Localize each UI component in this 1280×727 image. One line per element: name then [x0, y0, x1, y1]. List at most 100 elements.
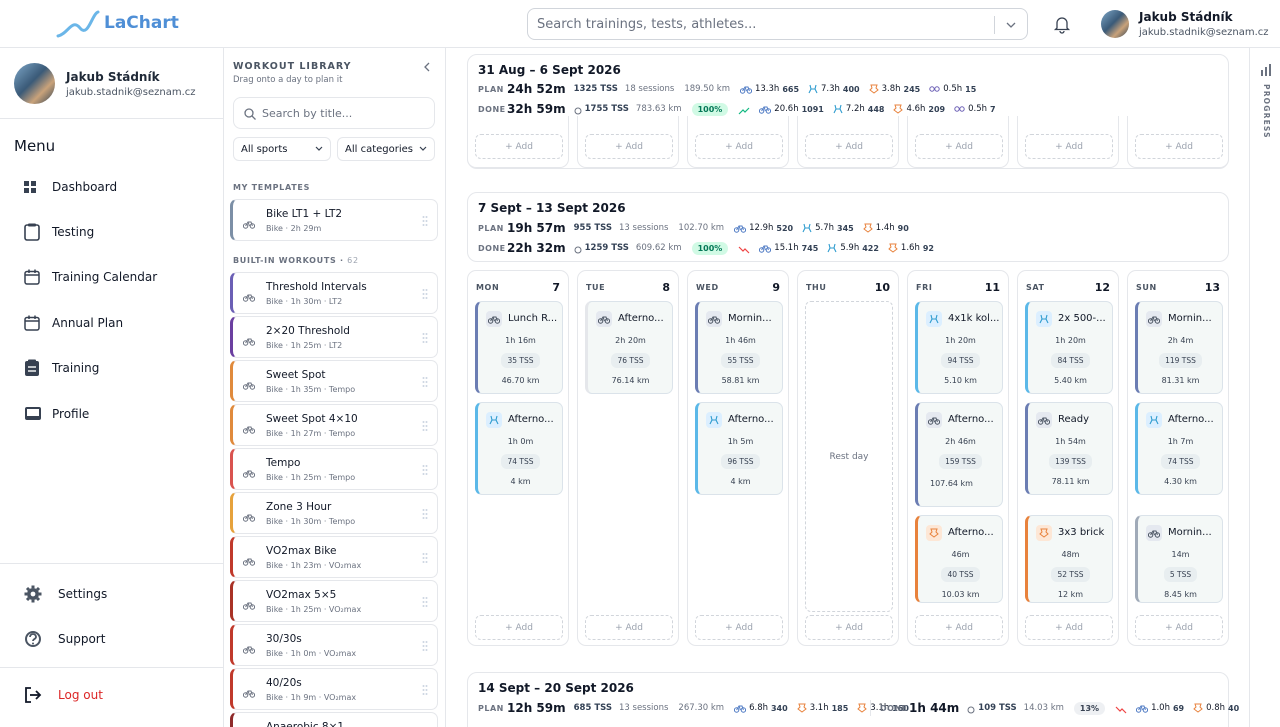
add-session-button[interactable]: + Add [1135, 134, 1223, 159]
session-card[interactable]: Mornin... 1h 46m 55 TSS 58.81 km [695, 301, 783, 394]
settings-button[interactable]: Settings [20, 577, 220, 611]
session-card[interactable]: Ready 1h 54m 139 TSS 78.11 km [1025, 402, 1113, 495]
user-avatar[interactable] [1101, 10, 1129, 38]
workout-card[interactable]: Anaerobic 8×1 [230, 712, 438, 727]
logout-button[interactable]: Log out [20, 678, 220, 712]
add-session-button[interactable]: + Add [1135, 615, 1223, 640]
user-name[interactable]: Jakub Stádník [1139, 10, 1233, 24]
session-card[interactable]: Lunch R... 1h 16m 35 TSS 46.70 km [475, 301, 563, 394]
session-card[interactable]: 2x 500-... 1h 20m 84 TSS 5.40 km [1025, 301, 1113, 394]
drag-handle-icon[interactable] [422, 288, 428, 300]
sport-summary-run: 7.3h 400 [808, 84, 860, 94]
session-tss: 74 TSS [501, 454, 540, 469]
session-card[interactable]: Afterno... 2h 46m 159 TSS 107.64 km [915, 402, 1003, 507]
session-distance: 12 km [1057, 590, 1084, 599]
add-session-button[interactable]: + Add [475, 134, 563, 159]
support-button[interactable]: Support [20, 622, 220, 656]
global-search-input[interactable]: Search trainings, tests, athletes... [527, 8, 1028, 40]
session-card[interactable]: Afterno... 1h 0m 74 TSS 4 km [475, 402, 563, 495]
workout-card[interactable]: Sweet Spot Bike · 1h 35m · Tempo [230, 360, 438, 402]
chevron-down-icon[interactable] [1005, 19, 1017, 31]
add-session-button[interactable]: + Add [695, 134, 783, 159]
add-session-button[interactable]: + Add [915, 615, 1003, 640]
calendar-icon [14, 315, 52, 331]
add-session-button[interactable]: + Add [1025, 615, 1113, 640]
bike-icon [242, 639, 257, 654]
workout-card[interactable]: Threshold Intervals Bike · 1h 30m · LT2 [230, 272, 438, 314]
drag-handle-icon[interactable] [422, 420, 428, 432]
sidebar-item-training[interactable]: Training [14, 351, 214, 385]
sport-filter-select[interactable]: All sports [233, 137, 331, 161]
run-icon [827, 243, 837, 253]
drag-handle-icon[interactable] [422, 215, 428, 227]
collapse-chevron-left-icon[interactable] [421, 61, 433, 73]
sport-summary-bike: 13.3h 665 [739, 84, 799, 94]
strength-icon [1036, 525, 1052, 541]
add-session-button[interactable]: + Add [1025, 134, 1113, 159]
library-search-input[interactable]: Search by title... [233, 97, 435, 129]
sidebar-item-profile[interactable]: Profile [14, 397, 214, 431]
session-card[interactable]: 3x3 brick 48m 52 TSS 12 km [1025, 515, 1113, 603]
sidebar-avatar[interactable] [14, 63, 55, 104]
workout-card[interactable]: Sweet Spot 4×10 Bike · 1h 27m · Tempo [230, 404, 438, 446]
plan-total-time: 12h 59m [507, 701, 566, 715]
workout-card[interactable]: VO2max Bike Bike · 1h 23m · VO₂max [230, 536, 438, 578]
rest-day[interactable]: Rest day [805, 301, 893, 612]
add-session-button[interactable]: + Add [805, 615, 893, 640]
drag-handle-icon[interactable] [422, 684, 428, 696]
drag-handle-icon[interactable] [422, 640, 428, 652]
workout-card[interactable]: Zone 3 Hour Bike · 1h 30m · Tempo [230, 492, 438, 534]
sidebar-item-dashboard[interactable]: Dashboard [14, 170, 214, 204]
add-session-button[interactable]: + Add [585, 615, 673, 640]
session-title: Afterno... [618, 313, 664, 324]
bar-chart-icon[interactable] [1260, 64, 1272, 76]
session-card[interactable]: Afterno... 46m 40 TSS 10.03 km [915, 515, 1003, 603]
add-session-button[interactable]: + Add [475, 615, 563, 640]
notification-bell-icon[interactable] [1052, 14, 1072, 34]
sport-tss: 90 [897, 223, 909, 233]
workout-card[interactable]: 30/30s Bike · 1h 0m · VO₂max [230, 624, 438, 666]
add-session-button[interactable]: + Add [805, 134, 893, 159]
session-card[interactable]: Afterno... 1h 5m 96 TSS 4 km [695, 402, 783, 495]
plan-total-time: 19h 57m [507, 221, 566, 235]
day-number: 11 [984, 281, 1000, 294]
add-session-button[interactable]: + Add [585, 134, 673, 159]
drag-handle-icon[interactable] [422, 508, 428, 520]
clipboard-list-icon [14, 359, 52, 377]
session-distance: 107.64 km [930, 479, 973, 488]
workout-card[interactable]: Tempo Bike · 1h 25m · Tempo [230, 448, 438, 490]
category-filter-select[interactable]: All categories [337, 137, 435, 161]
sidebar-item-testing[interactable]: Testing [14, 215, 214, 249]
session-title: Mornin... [1168, 527, 1212, 538]
strength-icon [929, 528, 939, 538]
lachart-logo-icon[interactable] [56, 8, 176, 40]
sidebar-item-training-calendar[interactable]: Training Calendar [14, 260, 214, 294]
sport-hours: 1.0h [1151, 703, 1170, 713]
drag-handle-icon[interactable] [422, 552, 428, 564]
session-title: Afterno... [948, 414, 994, 425]
workout-card[interactable]: Bike LT1 + LT2 Bike · 2h 29m [230, 199, 438, 241]
workout-card[interactable]: 2×20 Threshold Bike · 1h 25m · LT2 [230, 316, 438, 358]
week-card: 14 Sept – 20 Sept 2026 PLAN 12h 59m 685 T… [467, 672, 1239, 727]
add-session-button[interactable]: + Add [915, 134, 1003, 159]
workout-card[interactable]: 40/20s Bike · 1h 9m · VO₂max [230, 668, 438, 710]
drag-handle-icon[interactable] [422, 596, 428, 608]
sidebar-item-annual-plan[interactable]: Annual Plan [14, 306, 214, 340]
session-card[interactable]: Mornin... 2h 4m 119 TSS 81.31 km [1135, 301, 1223, 394]
session-card[interactable]: Afterno... 1h 7m 74 TSS 4.30 km [1135, 402, 1223, 495]
sport-hours: 15.1h [774, 243, 799, 253]
drag-handle-icon[interactable] [422, 332, 428, 344]
sport-tss: 160 [892, 703, 909, 713]
drag-handle-icon[interactable] [422, 464, 428, 476]
session-card[interactable]: Mornin... 14m 5 TSS 8.45 km [1135, 515, 1223, 603]
session-card[interactable]: Afterno... 2h 20m 76 TSS 76.14 km [585, 301, 673, 394]
workout-card[interactable]: VO2max 5×5 Bike · 1h 25m · VO₂max [230, 580, 438, 622]
day-number: 9 [772, 281, 780, 294]
week-title: 31 Aug – 6 Sept 2026 [478, 63, 621, 77]
session-card[interactable]: 4x1k kol... 1h 20m 94 TSS 5.10 km [915, 301, 1003, 394]
workout-meta: Bike · 1h 30m · LT2 [266, 297, 343, 306]
app-name[interactable]: LaChart [104, 13, 179, 33]
drag-handle-icon[interactable] [422, 376, 428, 388]
add-session-button[interactable]: + Add [695, 615, 783, 640]
progress-rail[interactable]: PROGRESS [1249, 48, 1280, 727]
